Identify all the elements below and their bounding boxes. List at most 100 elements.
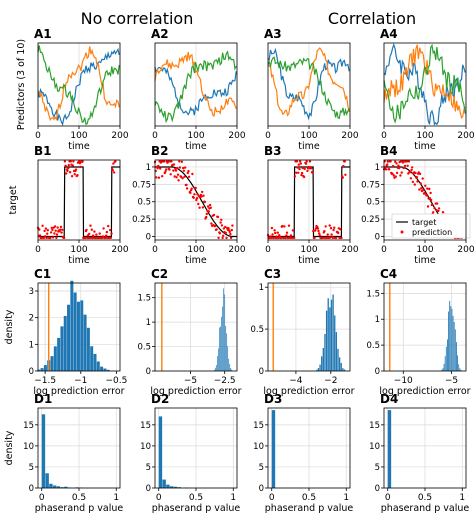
prediction-point: [84, 236, 87, 240]
prediction-point: [44, 227, 48, 230]
prediction-point: [79, 165, 82, 169]
x-axis-label: time: [185, 141, 207, 152]
prediction-point: [64, 164, 67, 167]
prediction-point: [426, 205, 430, 208]
panel-label: A4: [380, 27, 398, 41]
prediction-point: [229, 232, 232, 236]
x-axis-label: time: [414, 141, 436, 152]
histogram-bar: [449, 300, 451, 371]
prediction-point: [329, 227, 333, 230]
histogram-bar: [162, 479, 166, 488]
prediction-point: [326, 233, 329, 236]
prediction-point: [182, 166, 185, 170]
prediction-point: [409, 171, 412, 174]
prediction-point: [185, 183, 188, 187]
prediction-point: [284, 236, 287, 240]
prediction-point: [95, 233, 98, 236]
prediction-point: [176, 166, 179, 170]
prediction-point: [185, 187, 189, 190]
histogram-bar: [103, 368, 107, 371]
prediction-point: [395, 171, 399, 175]
panel-b2: B2 0 100 200 0 0.25 0.5 0.75 1 time: [132, 144, 246, 266]
prediction-point: [340, 236, 343, 240]
prediction-point: [49, 236, 52, 240]
histogram-bar: [223, 288, 225, 371]
x-axis-label: phaserand p value: [265, 503, 354, 514]
prediction-point: [175, 176, 178, 179]
prediction-point: [56, 226, 59, 229]
x-tick-label: −2: [324, 376, 337, 386]
prediction-point: [85, 228, 88, 232]
y-axis-label: density: [4, 309, 15, 344]
prediction-point: [174, 169, 178, 172]
prediction-point: [71, 164, 75, 167]
prediction-point: [184, 166, 187, 169]
prediction-point: [105, 230, 109, 234]
prediction-point: [191, 172, 194, 176]
prediction-point: [419, 182, 422, 185]
prediction-point: [318, 234, 321, 237]
histogram-bar: [443, 363, 445, 371]
prediction-point: [337, 231, 340, 235]
y-tick-label: 5: [146, 463, 151, 473]
x-tick-label: 1: [343, 493, 349, 503]
prediction-point: [53, 232, 56, 235]
prediction-point: [321, 236, 325, 240]
prediction-point: [208, 203, 212, 207]
prediction-point: [300, 173, 303, 177]
prediction-point: [420, 187, 423, 190]
prediction-point: [422, 188, 425, 192]
prediction-point: [174, 167, 177, 170]
predictor-series-line: [267, 56, 350, 120]
prediction-point: [219, 221, 222, 224]
prediction-point: [90, 228, 94, 231]
prediction-point: [165, 168, 168, 171]
prediction-point: [410, 168, 413, 172]
panel-label: A3: [264, 27, 282, 41]
prediction-point: [273, 229, 276, 232]
prediction-point: [173, 175, 176, 178]
prediction-point: [302, 175, 306, 179]
panel-a1: A1 0 100 200 time Predictors (3 of 10): [16, 27, 129, 152]
x-tick-label: 0.5: [302, 493, 316, 503]
prediction-point: [317, 229, 320, 233]
prediction-point: [293, 175, 297, 178]
prediction-point: [168, 168, 171, 171]
x-axis-label: log prediction error: [379, 386, 470, 397]
prediction-point: [441, 211, 445, 214]
histogram-bar: [229, 364, 231, 371]
x-tick-label: 100: [70, 245, 87, 255]
prediction-point: [402, 166, 405, 170]
histogram-bar: [330, 299, 333, 371]
legend-prediction-swatch: [400, 230, 404, 234]
predictor-series-line: [267, 47, 350, 121]
x-tick-label: 0: [381, 245, 387, 255]
y-tick-label: 0: [146, 367, 151, 377]
prediction-point: [78, 162, 82, 165]
histogram-bar: [40, 368, 44, 371]
histogram-bar: [225, 325, 227, 371]
legend-box: [391, 213, 471, 239]
prediction-point: [63, 160, 67, 163]
prediction-point: [333, 226, 336, 229]
y-tick-label: 0: [29, 484, 34, 494]
prediction-point: [430, 203, 434, 207]
y-tick-label: 0.75: [361, 180, 380, 190]
prediction-point: [418, 172, 422, 176]
panel-label: D1: [34, 392, 52, 406]
histogram-bar: [49, 483, 53, 488]
prediction-point: [53, 225, 57, 228]
prediction-point: [384, 168, 388, 171]
prediction-point: [176, 173, 180, 176]
y-tick-label: 10: [23, 442, 34, 452]
prediction-point: [189, 191, 192, 195]
prediction-point: [230, 228, 233, 232]
histogram-bar: [458, 364, 460, 371]
histogram-bar: [76, 301, 80, 371]
prediction-point: [281, 224, 284, 228]
histogram-bar: [226, 333, 228, 371]
histogram-bar: [52, 485, 57, 488]
prediction-point: [187, 175, 191, 178]
histogram-bar: [53, 346, 57, 371]
